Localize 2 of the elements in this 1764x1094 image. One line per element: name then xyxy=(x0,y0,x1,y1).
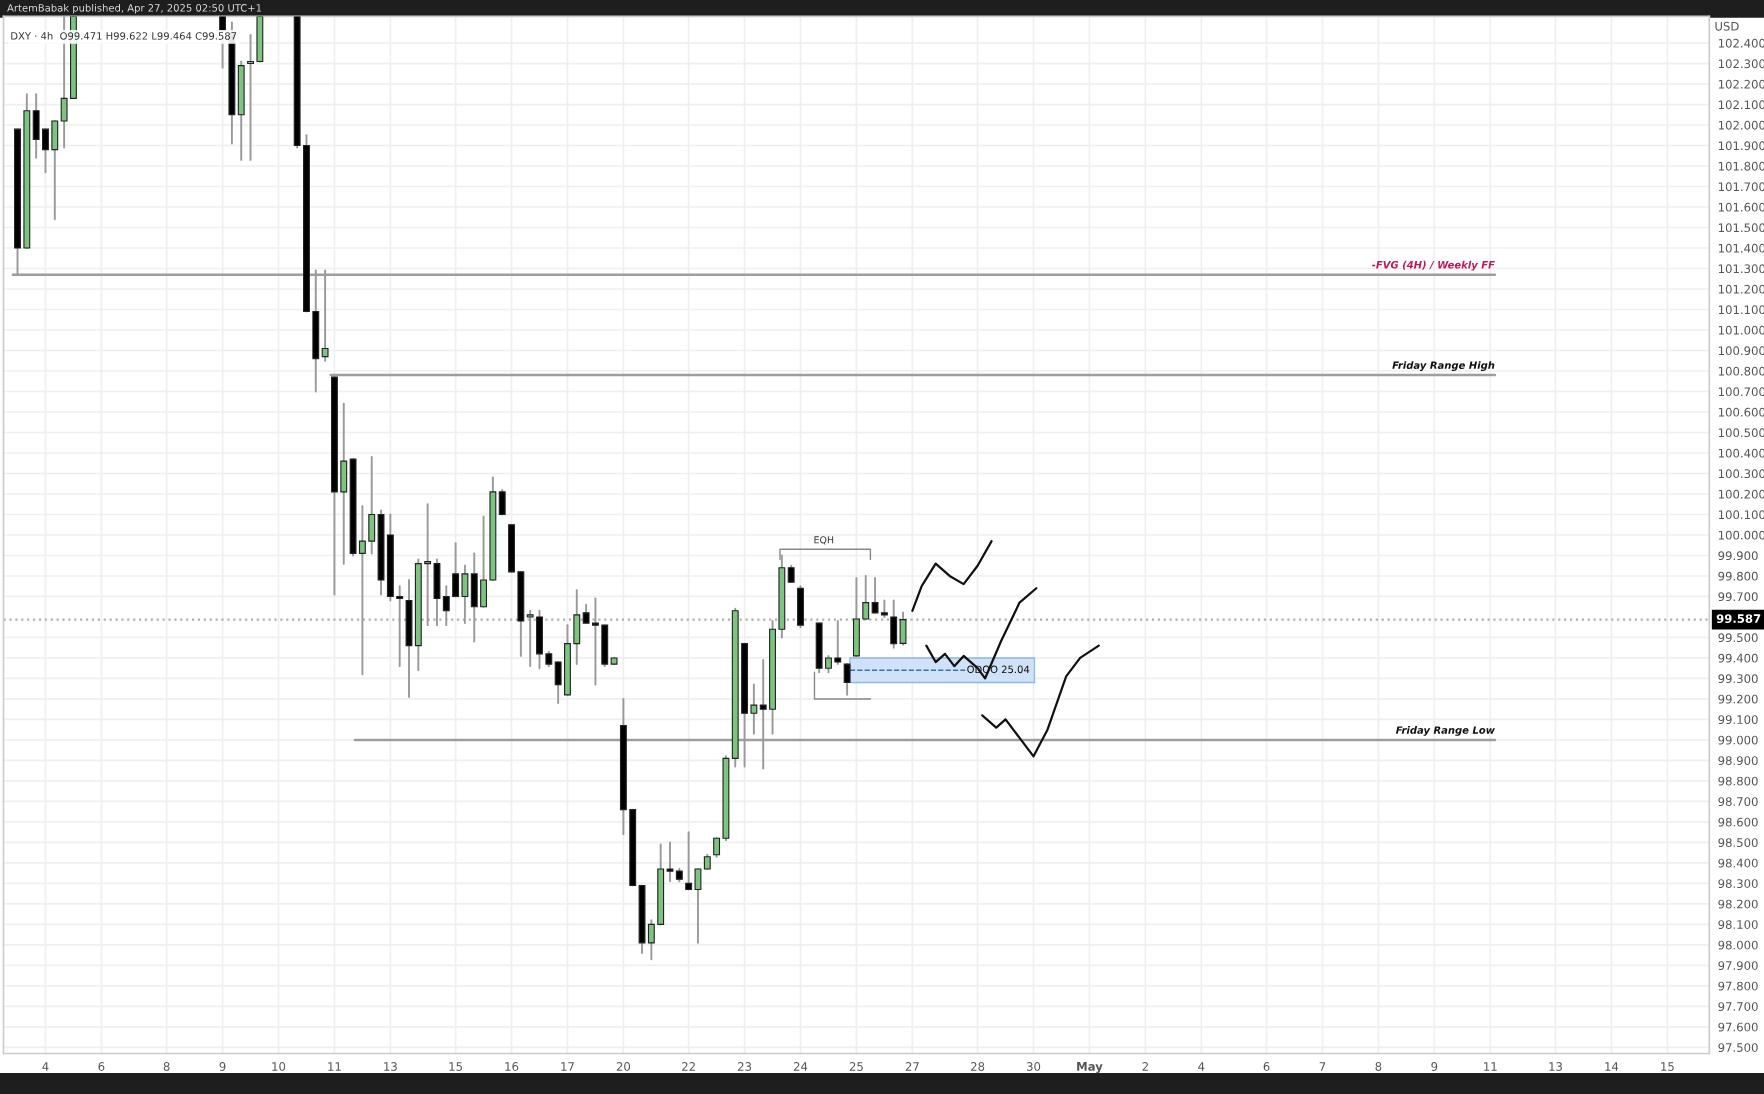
candlestick xyxy=(843,663,851,696)
candlestick xyxy=(797,585,804,629)
